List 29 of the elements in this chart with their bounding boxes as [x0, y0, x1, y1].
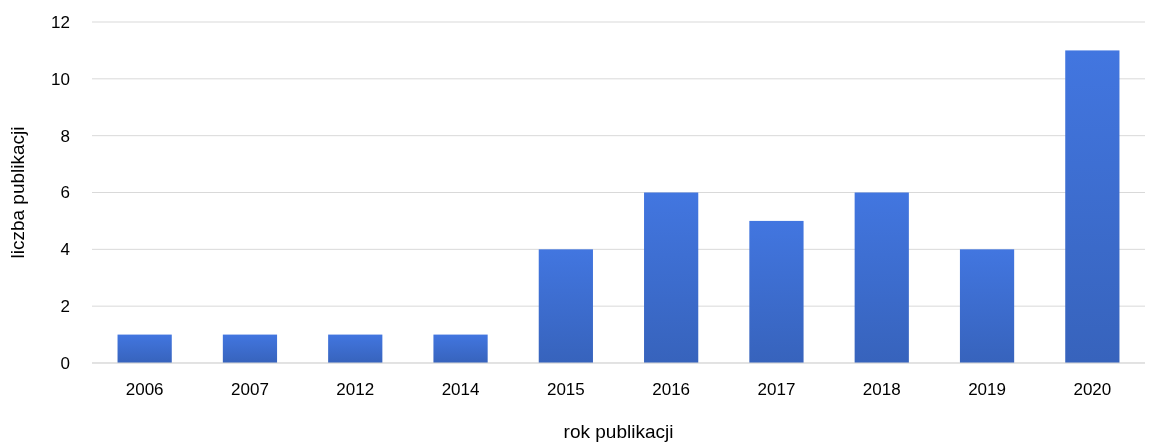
- x-tick-label: 2014: [441, 380, 480, 399]
- bar: [959, 249, 1015, 363]
- y-tick-label: 6: [60, 183, 70, 203]
- bar: [328, 334, 383, 363]
- y-tick-label: 4: [60, 240, 70, 260]
- y-tick-label: 12: [51, 12, 70, 32]
- x-tick-label: 2015: [546, 380, 585, 399]
- x-tick-label: 2016: [652, 380, 691, 399]
- bar: [749, 220, 804, 363]
- x-tick-label: 2006: [125, 380, 164, 399]
- bar: [1065, 50, 1120, 363]
- y-axis-title: liczba publikacji: [7, 126, 28, 259]
- bar: [644, 192, 699, 363]
- y-tick-label: 10: [51, 69, 70, 89]
- x-tick-label: 2007: [231, 380, 269, 399]
- bar: [538, 249, 593, 363]
- bar: [854, 192, 909, 363]
- bar: [222, 334, 278, 363]
- x-tick-label: 2020: [1073, 380, 1112, 399]
- x-axis-title: rok publikacji: [563, 421, 674, 442]
- y-tick-label: 0: [60, 353, 70, 373]
- y-tick-label: 8: [60, 126, 70, 146]
- x-tick-label: 2012: [336, 380, 375, 399]
- y-tick-label: 2: [60, 297, 70, 317]
- bar: [433, 334, 488, 363]
- x-tick-label: 2017: [757, 380, 796, 399]
- bar: [117, 334, 172, 363]
- x-tick-label: 2018: [862, 380, 901, 399]
- x-tick-label: 2019: [968, 380, 1006, 399]
